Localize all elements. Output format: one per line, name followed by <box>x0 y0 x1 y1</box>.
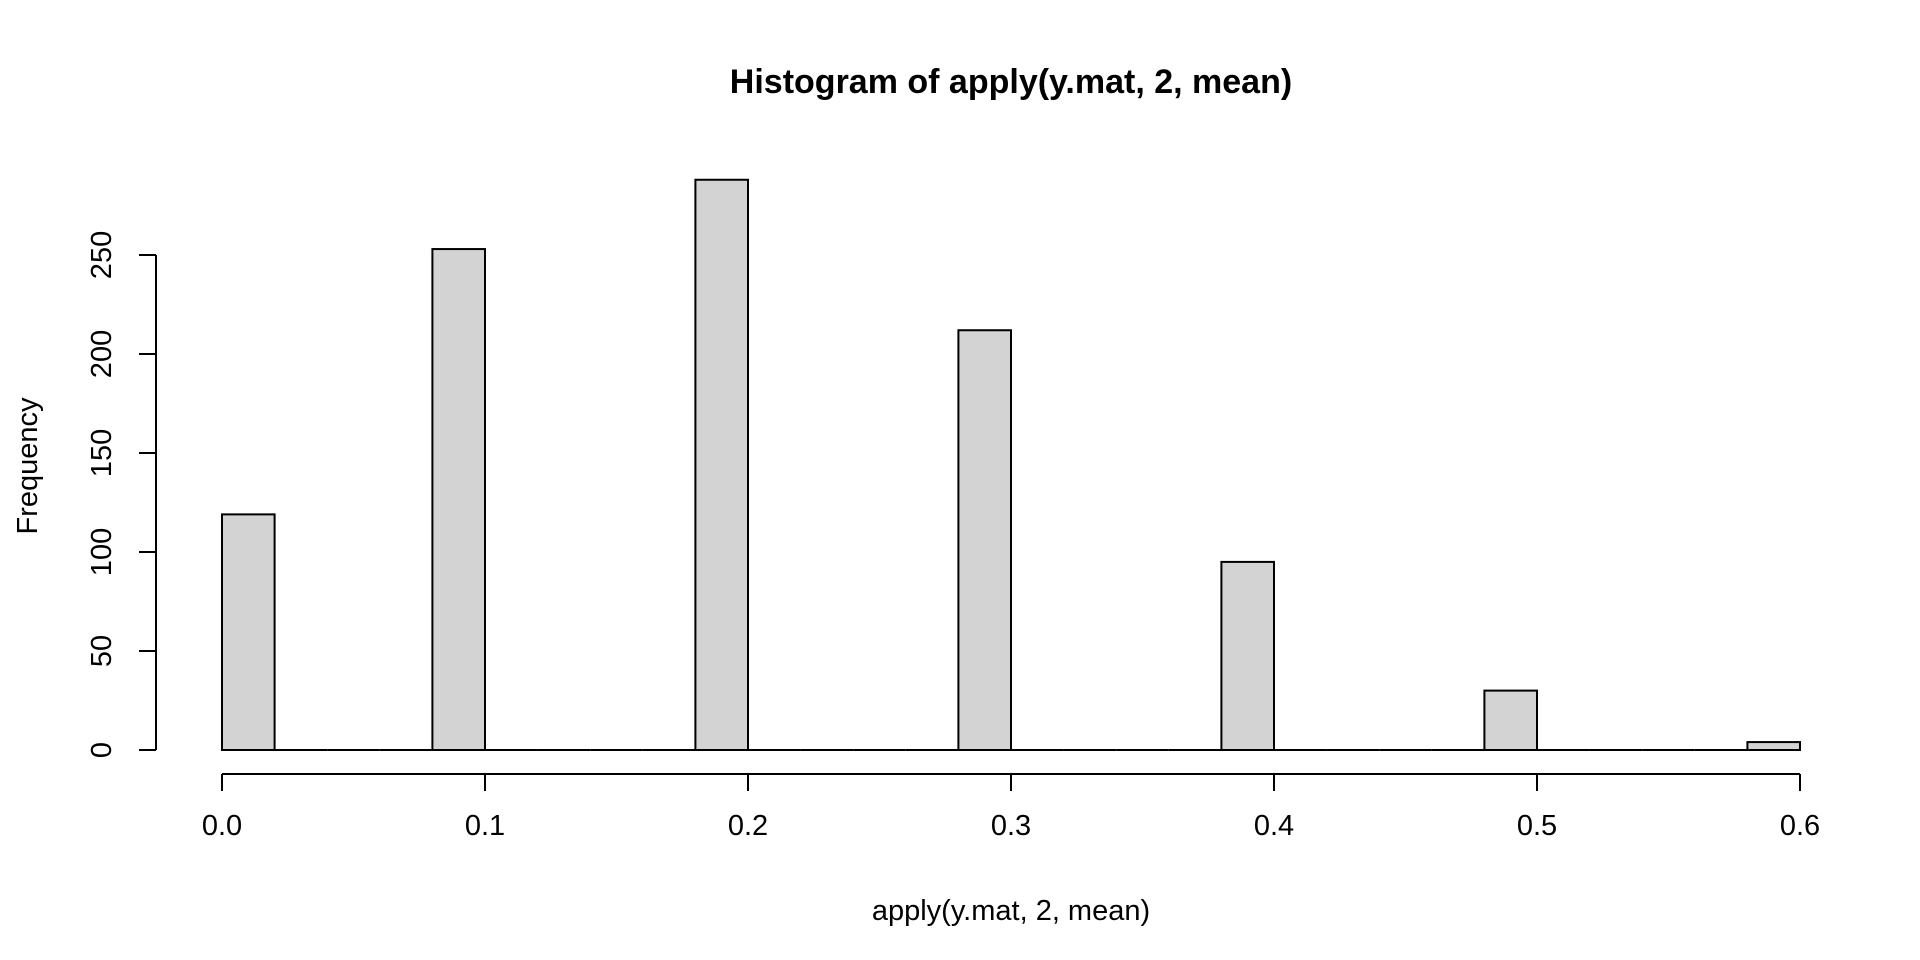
y-tick-label: 100 <box>86 528 118 576</box>
y-axis-label: Frequency <box>12 397 44 535</box>
x-tick-label: 0.3 <box>991 810 1031 842</box>
x-tick-label: 0.6 <box>1780 810 1820 842</box>
bars-layer <box>221 178 1802 752</box>
chart-title: Histogram of apply(y.mat, 2, mean) <box>730 63 1292 101</box>
x-tick-label: 0.5 <box>1517 810 1557 842</box>
histogram-bar-24 <box>1483 689 1539 751</box>
y-axis: 0 50 100 150 200 250 <box>86 231 157 758</box>
histogram-bar-0 <box>221 513 276 751</box>
x-tick-label: 0.1 <box>465 810 505 842</box>
x-axis: 0.0 0.1 0.2 0.3 0.4 0.5 0.6 <box>202 773 1820 842</box>
histogram-bar-29 <box>1746 741 1802 752</box>
y-tick-label: 50 <box>86 635 118 667</box>
x-tick-label: 0.4 <box>1254 810 1294 842</box>
histogram-bar-4 <box>431 248 486 751</box>
histogram-bar-19 <box>1220 560 1276 752</box>
y-tick-label: 150 <box>86 429 118 477</box>
histogram-bar-14 <box>957 329 1013 751</box>
x-tick-label: 0.2 <box>728 810 768 842</box>
y-tick-label: 250 <box>86 231 118 279</box>
histogram-bar-9 <box>694 178 750 751</box>
y-tick-label: 0 <box>86 742 118 758</box>
x-tick-label: 0.0 <box>202 810 242 842</box>
y-tick-label: 200 <box>86 330 118 378</box>
x-axis-label: apply(y.mat, 2, mean) <box>872 895 1150 927</box>
